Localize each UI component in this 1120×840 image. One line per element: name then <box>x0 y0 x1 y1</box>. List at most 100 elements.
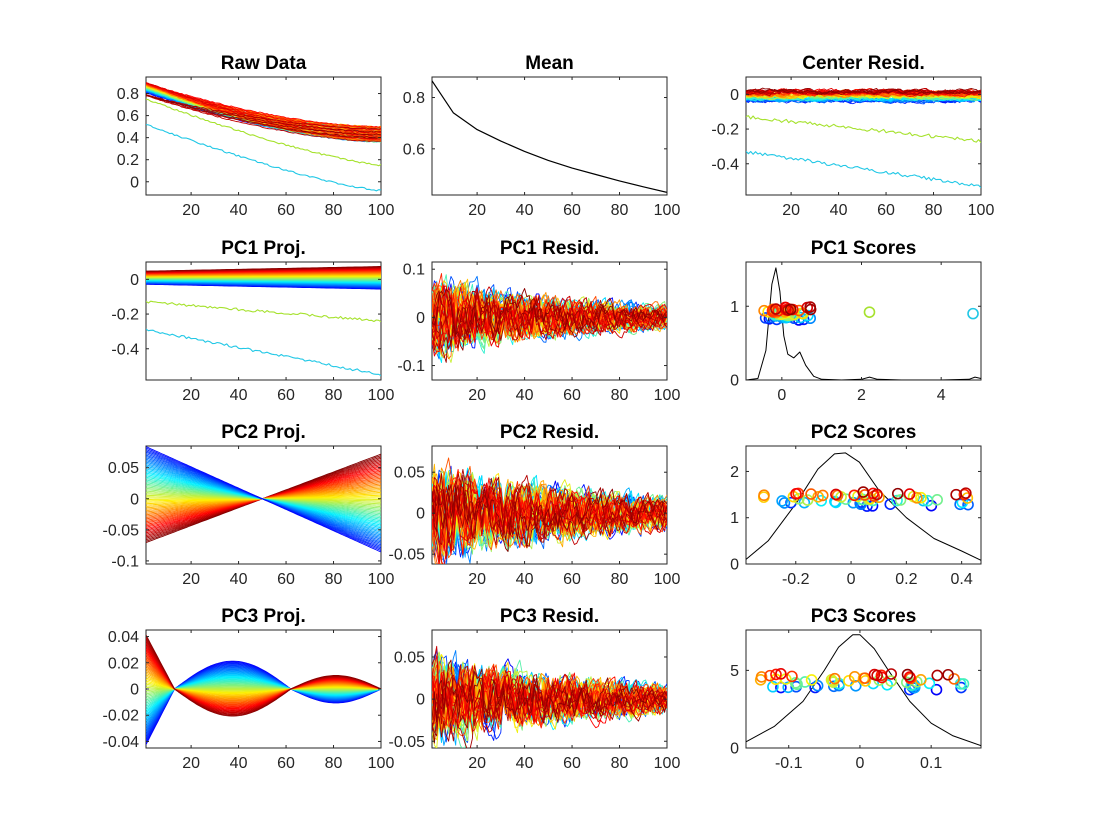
x-tick-label: 20 <box>468 387 486 404</box>
x-tick-label: 80 <box>611 387 629 404</box>
outlier-line <box>746 150 981 189</box>
y-tick-label: 0.8 <box>403 90 425 107</box>
score-point <box>871 669 883 682</box>
axes-box <box>745 629 982 749</box>
series-line <box>432 477 667 545</box>
score-point <box>790 488 802 500</box>
series-line <box>146 94 381 136</box>
outlier-line <box>146 328 381 377</box>
series-line <box>146 93 381 139</box>
y-tick-label: -0.2 <box>711 122 739 139</box>
x-tick-label: 0 <box>847 571 856 588</box>
score-point <box>931 669 944 682</box>
score-point <box>931 494 943 506</box>
score-point <box>770 303 782 315</box>
plot-area <box>146 446 381 553</box>
series-line <box>146 446 381 553</box>
x-tick-label: 0.1 <box>920 755 942 772</box>
plot-area <box>746 87 981 189</box>
score-point <box>871 488 883 501</box>
x-tick-label: -0.2 <box>782 571 810 588</box>
score-point <box>891 487 904 500</box>
x-tick-label: 40 <box>230 755 248 772</box>
y-tick-label: 0 <box>416 506 425 523</box>
score-point <box>767 680 779 693</box>
panel-title: PC1 Proj. <box>221 238 305 259</box>
y-tick-label: 0.8 <box>117 86 139 103</box>
panel-center: 20 40 60 80 100 -0.4 -0.2 0 Center Resid. <box>711 53 994 219</box>
score-point <box>903 671 916 683</box>
panel-pc1resid: 20 40 60 80 100 -0.1 0 0.1 PC1 Resid. <box>397 238 680 404</box>
y-tick-label: -0.04 <box>103 734 140 751</box>
score-point <box>894 494 907 506</box>
score-point <box>811 679 824 692</box>
plot-area <box>746 452 981 561</box>
x-tick-label: 80 <box>325 755 343 772</box>
plot-area <box>146 634 381 745</box>
panel-mean: 20 40 60 80 100 0.6 0.8 Mean <box>403 53 681 219</box>
score-point <box>903 488 916 500</box>
panel-title: PC3 Proj. <box>221 606 305 627</box>
series-line <box>432 659 667 723</box>
score-point <box>942 668 954 681</box>
score-point <box>917 494 930 507</box>
score-point <box>901 668 914 681</box>
score-point <box>885 668 898 680</box>
score-point <box>784 303 797 316</box>
score-point <box>954 498 966 511</box>
panel-title: PC3 Scores <box>811 606 917 627</box>
y-tick-label: 0.1 <box>403 262 425 279</box>
panel-raw: 20 40 60 80 100 0 0.2 0.4 0.6 0.8 Raw Data <box>117 53 395 219</box>
plot-area <box>146 82 381 192</box>
x-tick-label: 60 <box>877 202 895 219</box>
x-tick-label: 40 <box>230 202 248 219</box>
y-tick-label: 0 <box>730 741 739 758</box>
series-line <box>432 475 667 552</box>
x-tick-label: 80 <box>611 755 629 772</box>
score-point <box>791 678 803 691</box>
y-tick-label: 1 <box>730 510 739 527</box>
series-line <box>746 87 981 95</box>
y-tick-label: 0.05 <box>394 649 425 666</box>
x-tick-label: 20 <box>468 202 486 219</box>
series-line <box>746 87 981 95</box>
score-point <box>884 498 897 511</box>
outlier-line <box>146 123 381 192</box>
y-tick-label: 0.4 <box>117 130 139 147</box>
x-tick-label: 60 <box>563 387 581 404</box>
y-tick-label: -0.2 <box>111 307 139 324</box>
y-tick-label: -0.4 <box>711 156 739 173</box>
panel-pc1proj: 20 40 60 80 100 -0.4 -0.2 0 PC1 Proj. <box>111 238 394 404</box>
x-tick-label: 40 <box>516 387 534 404</box>
score-point <box>828 672 841 685</box>
y-tick-label: 0.2 <box>117 152 139 169</box>
score-point <box>758 489 770 502</box>
y-tick-label: -0.4 <box>111 341 139 358</box>
outlier-line <box>146 98 381 167</box>
score-point <box>770 668 782 681</box>
series-line <box>432 665 667 729</box>
x-tick-label: 40 <box>516 202 534 219</box>
x-tick-label: 0 <box>855 755 864 772</box>
panel-pc3proj: 20 40 60 80 100 -0.04 -0.02 0 0.02 0.04 PC3 Proj. <box>103 606 395 772</box>
panel-title: PC1 Resid. <box>500 238 599 259</box>
x-tick-label: 60 <box>563 202 581 219</box>
y-tick-label: 0 <box>730 87 739 104</box>
x-tick-label: 80 <box>611 202 629 219</box>
x-tick-label: 20 <box>468 755 486 772</box>
score-point <box>962 498 974 511</box>
outlier-point <box>967 307 979 320</box>
plot-area <box>432 645 667 748</box>
score-point <box>755 671 768 683</box>
series-line <box>432 476 667 547</box>
panel-pc2resid: 20 40 60 80 100 -0.05 0 0.05 PC2 Resid. <box>389 422 681 588</box>
y-tick-label: -0.05 <box>389 547 426 564</box>
y-tick-label: 0.05 <box>108 460 139 477</box>
x-tick-label: -0.1 <box>775 755 803 772</box>
x-tick-label: 2 <box>857 387 866 404</box>
score-point <box>957 678 970 690</box>
series-line <box>432 668 667 744</box>
series-line <box>146 266 381 272</box>
mean-line <box>432 80 667 193</box>
score-point <box>930 683 943 696</box>
